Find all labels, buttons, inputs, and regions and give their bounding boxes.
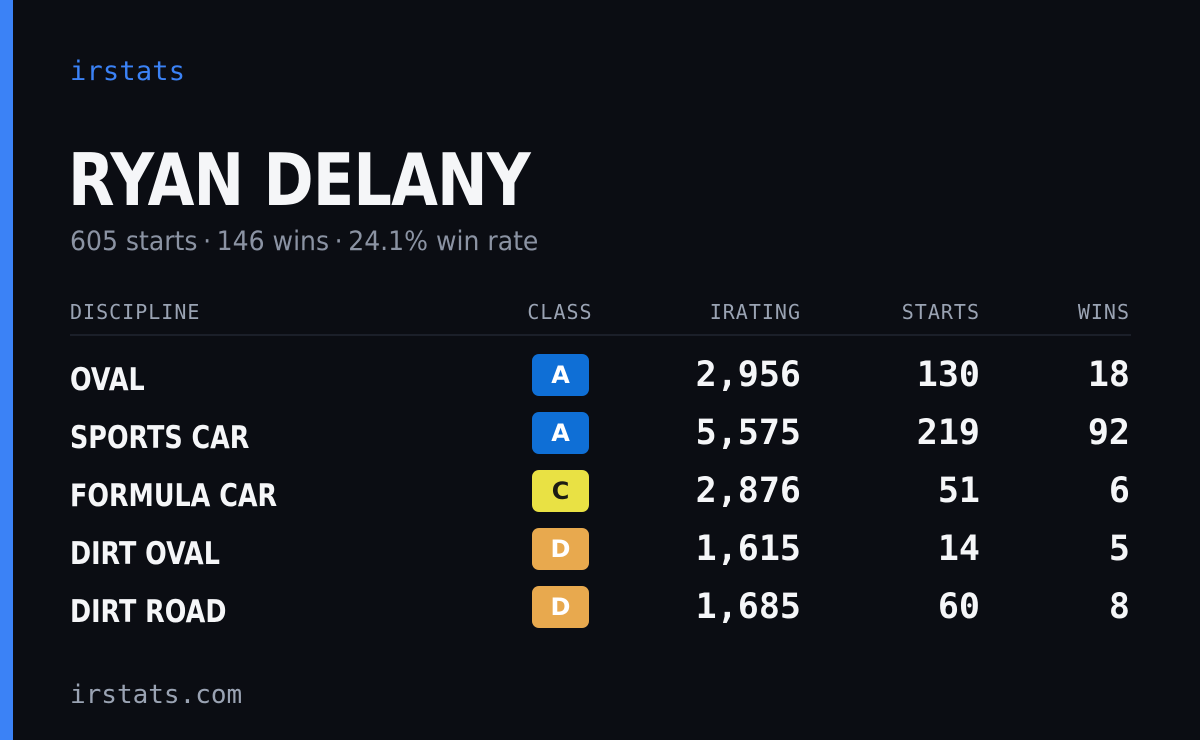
discipline-name: SPORTS CAR <box>70 420 250 456</box>
summary-separator: · <box>334 226 343 257</box>
table-row: OVAL A 2,956 130 18 <box>70 352 1131 410</box>
class-badge: C <box>532 470 589 512</box>
header-wins: WINS <box>1077 300 1130 324</box>
summary-separator: · <box>203 226 212 257</box>
wins-value: 5 <box>1108 529 1130 569</box>
class-badge: A <box>532 354 589 396</box>
starts-value: 51 <box>937 471 980 511</box>
irating-value: 1,615 <box>695 529 801 569</box>
discipline-name: OVAL <box>70 362 145 398</box>
class-badge: D <box>532 586 589 628</box>
summary-win-rate: 24.1% win rate <box>348 226 539 257</box>
table-row: DIRT ROAD D 1,685 60 8 <box>70 584 1131 642</box>
header-starts: STARTS <box>901 300 980 324</box>
irating-value: 5,575 <box>695 413 801 453</box>
header-irating: IRATING <box>709 300 801 324</box>
starts-value: 219 <box>916 413 980 453</box>
starts-value: 130 <box>916 355 980 395</box>
starts-value: 60 <box>937 587 980 627</box>
discipline-name: DIRT OVAL <box>70 536 220 572</box>
irating-value: 1,685 <box>695 587 801 627</box>
wins-value: 18 <box>1087 355 1130 395</box>
header-class: CLASS <box>527 300 593 324</box>
table-header: DISCIPLINE CLASS IRATING STARTS WINS <box>70 296 1131 336</box>
table-row: DIRT OVAL D 1,615 14 5 <box>70 526 1131 584</box>
summary-wins: 146 wins <box>216 226 330 257</box>
table-row: SPORTS CAR A 5,575 219 92 <box>70 410 1131 468</box>
footer-url: irstats.com <box>70 680 243 710</box>
brand-logo: irstats <box>70 56 186 87</box>
discipline-name: FORMULA CAR <box>70 478 278 514</box>
discipline-table: DISCIPLINE CLASS IRATING STARTS WINS OVA… <box>70 296 1131 642</box>
starts-value: 14 <box>937 529 980 569</box>
accent-stripe <box>0 0 13 740</box>
irating-value: 2,876 <box>695 471 801 511</box>
discipline-name: DIRT ROAD <box>70 594 227 630</box>
class-badge: D <box>532 528 589 570</box>
header-discipline: DISCIPLINE <box>70 300 201 324</box>
irating-value: 2,956 <box>695 355 801 395</box>
player-name: RYAN DELANY <box>68 138 531 222</box>
wins-value: 92 <box>1087 413 1130 453</box>
summary-starts: 605 starts <box>70 226 198 257</box>
class-badge: A <box>532 412 589 454</box>
table-body: OVAL A 2,956 130 18 SPORTS CAR A 5,575 2… <box>70 352 1131 642</box>
wins-value: 8 <box>1108 587 1130 627</box>
wins-value: 6 <box>1108 471 1130 511</box>
table-row: FORMULA CAR C 2,876 51 6 <box>70 468 1131 526</box>
player-summary: 605 starts · 146 wins · 24.1% win rate <box>70 226 538 257</box>
